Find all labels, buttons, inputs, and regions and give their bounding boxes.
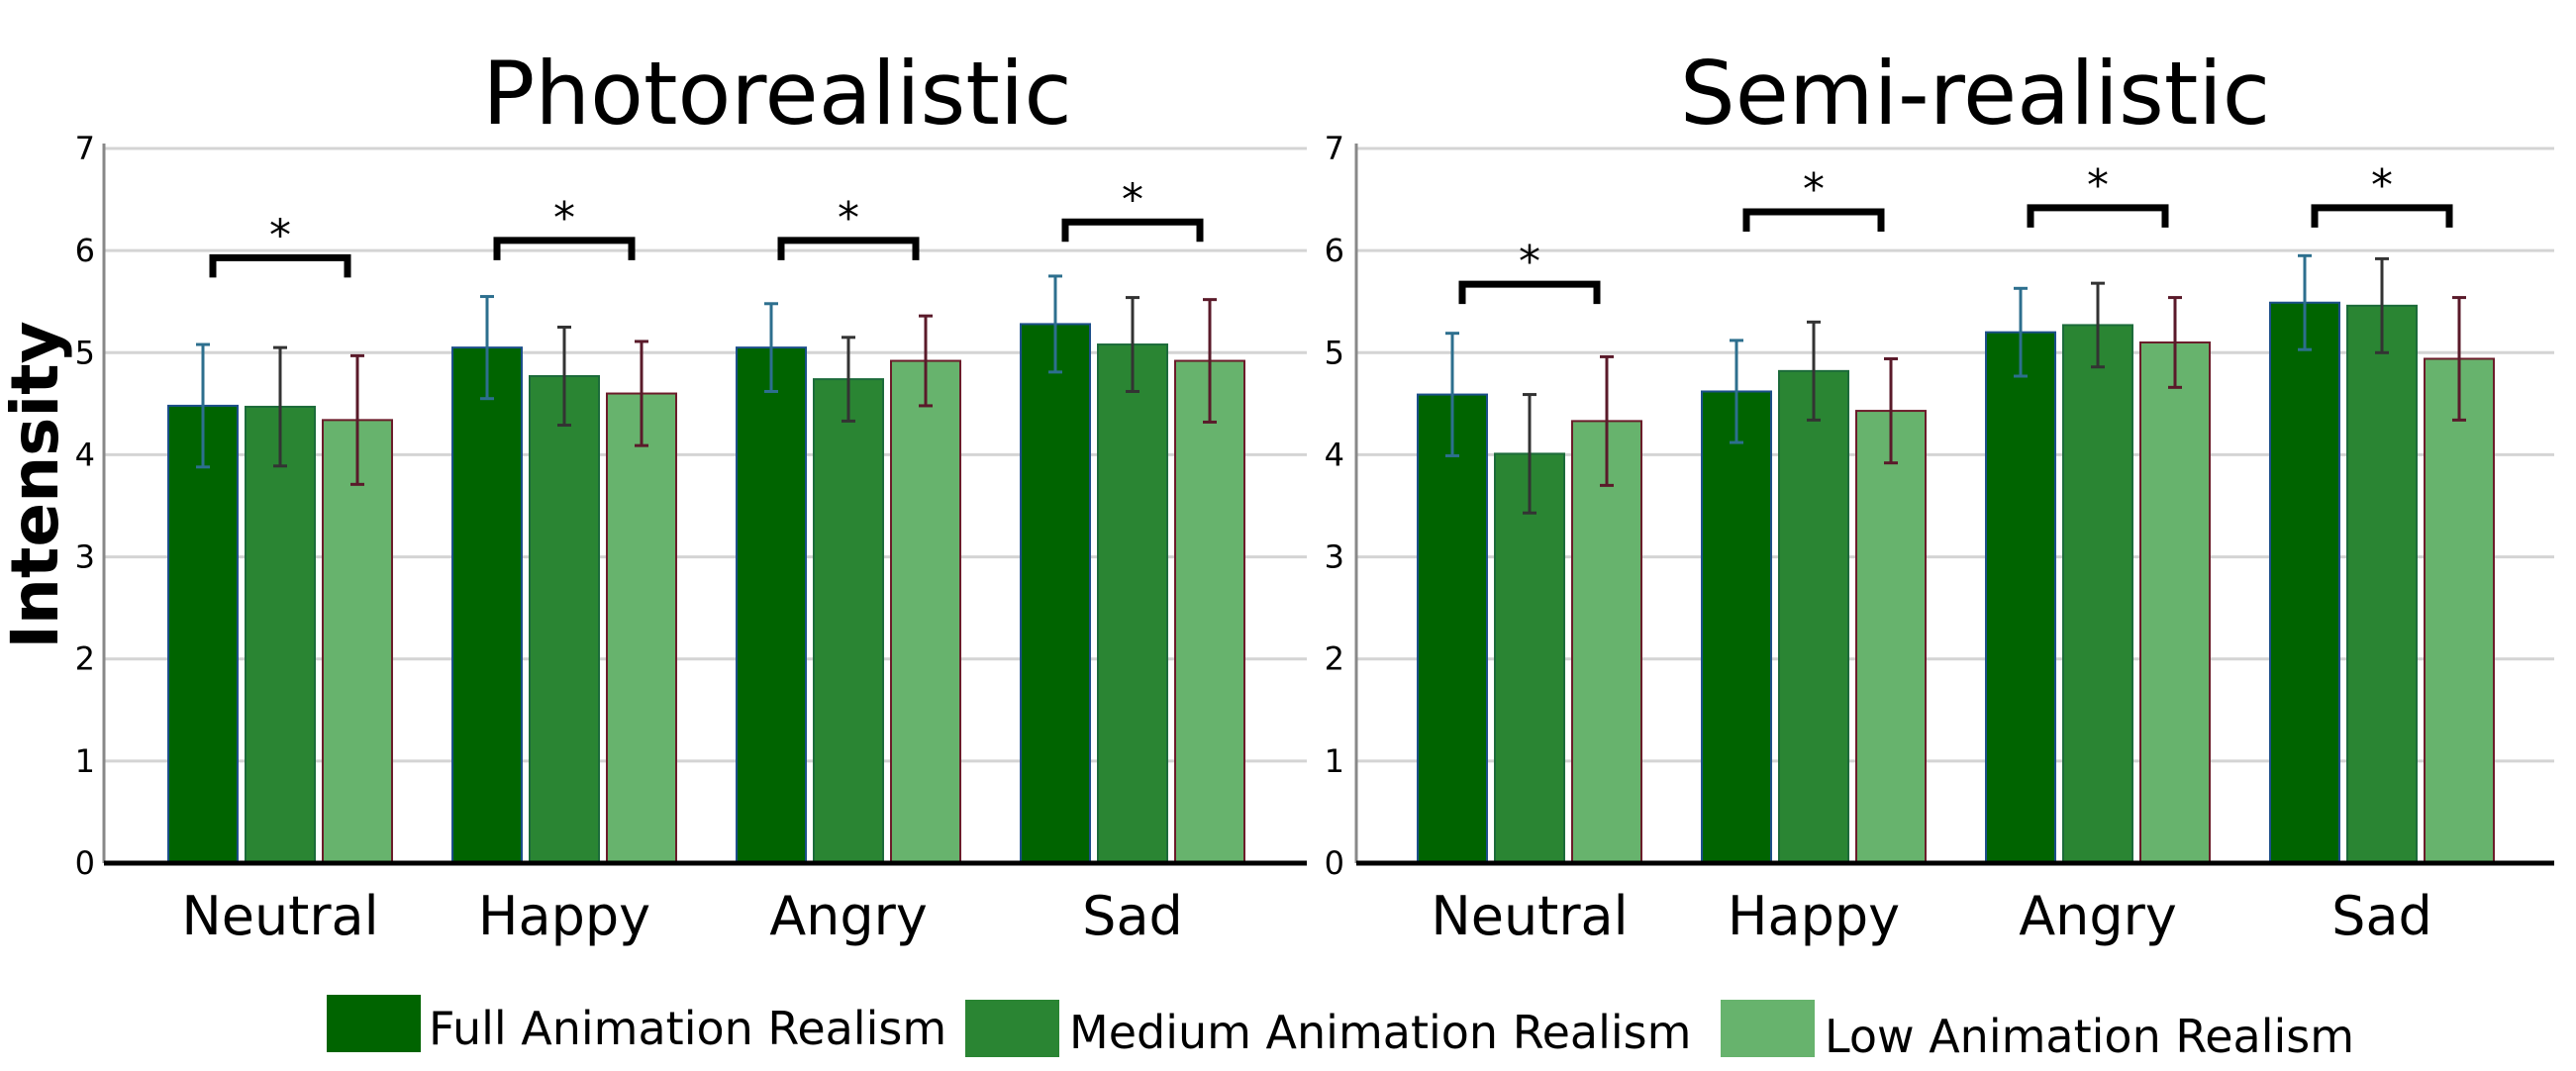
bar-angry-medium-animation-realism bbox=[2062, 324, 2133, 864]
category-label-neutral: Neutral bbox=[1431, 885, 1628, 947]
significance-bracket bbox=[2027, 204, 2169, 228]
significance-bracket bbox=[1742, 208, 1885, 232]
y-axis-title: Intensity bbox=[0, 321, 73, 648]
bar-neutral-low-animation-realism bbox=[322, 419, 393, 864]
legend-swatch-low-animation-realism bbox=[1721, 1000, 1815, 1057]
significance-bracket bbox=[2311, 204, 2453, 228]
category-label-angry: Angry bbox=[2019, 885, 2177, 947]
bar-angry-full-animation-realism bbox=[1985, 331, 2056, 864]
bar-happy-full-animation-realism bbox=[451, 346, 523, 864]
category-label-happy: Happy bbox=[1728, 885, 1900, 947]
category-label-happy: Happy bbox=[478, 885, 650, 947]
y-tick-label: 5 bbox=[75, 334, 95, 371]
bar-sad-full-animation-realism bbox=[1020, 323, 1091, 864]
bar-angry-full-animation-realism bbox=[736, 346, 807, 864]
bar-happy-medium-animation-realism bbox=[529, 375, 600, 864]
panel-semi-realistic: Semi-realistic 0 1 2 3 4 5 6 7 Neutral Happy Angry S… bbox=[1325, 43, 2554, 947]
significance-marker: * bbox=[269, 210, 291, 260]
bar-sad-low-animation-realism bbox=[2424, 357, 2495, 864]
significance-bracket bbox=[1458, 280, 1601, 305]
panel-photorealistic: Photorealistic 0 1 2 3 4 5 6 7 Neutral Happy Angry S… bbox=[75, 43, 1307, 947]
y-tick-label: 6 bbox=[75, 232, 95, 269]
bar-happy-low-animation-realism bbox=[606, 392, 677, 864]
legend-label-medium-animation-realism: Medium Animation Realism bbox=[1069, 1006, 1691, 1059]
significance-bracket bbox=[1061, 218, 1204, 243]
significance-bracket bbox=[777, 237, 920, 260]
legend-label-full-animation-realism: Full Animation Realism bbox=[429, 1002, 946, 1055]
bar-neutral-full-animation-realism bbox=[1417, 393, 1488, 864]
y-tick-label: 4 bbox=[1325, 436, 1344, 473]
bar-happy-full-animation-realism bbox=[1701, 390, 1772, 864]
panel-title: Photorealistic bbox=[482, 43, 1071, 145]
legend-swatch-medium-animation-realism bbox=[965, 1000, 1059, 1057]
y-tick-label: 4 bbox=[75, 436, 95, 473]
significance-marker: * bbox=[1519, 237, 1540, 287]
significance-marker: * bbox=[1803, 164, 1825, 215]
bar-sad-full-animation-realism bbox=[2269, 301, 2340, 864]
y-tick-label: 3 bbox=[1325, 538, 1344, 576]
bar-neutral-full-animation-realism bbox=[167, 404, 239, 864]
y-tick-label: 2 bbox=[1325, 640, 1344, 678]
bar-angry-medium-animation-realism bbox=[813, 378, 884, 864]
bar-neutral-medium-animation-realism bbox=[245, 405, 316, 864]
significance-marker: * bbox=[1122, 174, 1143, 225]
significance-marker: * bbox=[2371, 160, 2393, 211]
category-label-neutral: Neutral bbox=[181, 885, 378, 947]
legend-swatch-full-animation-realism bbox=[327, 995, 421, 1052]
significance-bracket bbox=[493, 237, 636, 260]
significance-bracket bbox=[209, 253, 351, 278]
bar-sad-medium-animation-realism bbox=[2346, 304, 2418, 864]
bar-sad-low-animation-realism bbox=[1174, 359, 1245, 864]
significance-marker: * bbox=[2087, 160, 2109, 211]
y-tick-label: 1 bbox=[1325, 742, 1344, 780]
category-label-sad: Sad bbox=[1082, 885, 1183, 947]
significance-marker: * bbox=[838, 193, 859, 243]
category-label-angry: Angry bbox=[769, 885, 928, 947]
y-tick-label: 5 bbox=[1325, 334, 1344, 371]
significance-marker: * bbox=[553, 193, 575, 243]
legend: Full Animation Realism Medium Animation R… bbox=[327, 995, 2354, 1063]
bar-angry-low-animation-realism bbox=[2139, 341, 2211, 864]
y-tick-label: 1 bbox=[75, 742, 95, 780]
y-tick-label: 0 bbox=[75, 844, 95, 882]
y-tick-label: 6 bbox=[1325, 232, 1344, 269]
bar-happy-medium-animation-realism bbox=[1778, 369, 1849, 864]
y-tick-label: 3 bbox=[75, 538, 95, 576]
bar-sad-medium-animation-realism bbox=[1097, 343, 1168, 864]
legend-label-low-animation-realism: Low Animation Realism bbox=[1825, 1010, 2354, 1063]
category-label-sad: Sad bbox=[2331, 885, 2432, 947]
bar-neutral-medium-animation-realism bbox=[1494, 452, 1565, 864]
y-tick-label: 7 bbox=[75, 130, 95, 167]
panel-title: Semi-realistic bbox=[1680, 43, 2270, 145]
y-tick-label: 0 bbox=[1325, 844, 1344, 882]
y-tick-label: 2 bbox=[75, 640, 95, 678]
bar-angry-low-animation-realism bbox=[890, 359, 961, 864]
y-tick-label: 7 bbox=[1325, 130, 1344, 167]
bar-happy-low-animation-realism bbox=[1855, 410, 1927, 864]
bar-neutral-low-animation-realism bbox=[1571, 420, 1642, 864]
